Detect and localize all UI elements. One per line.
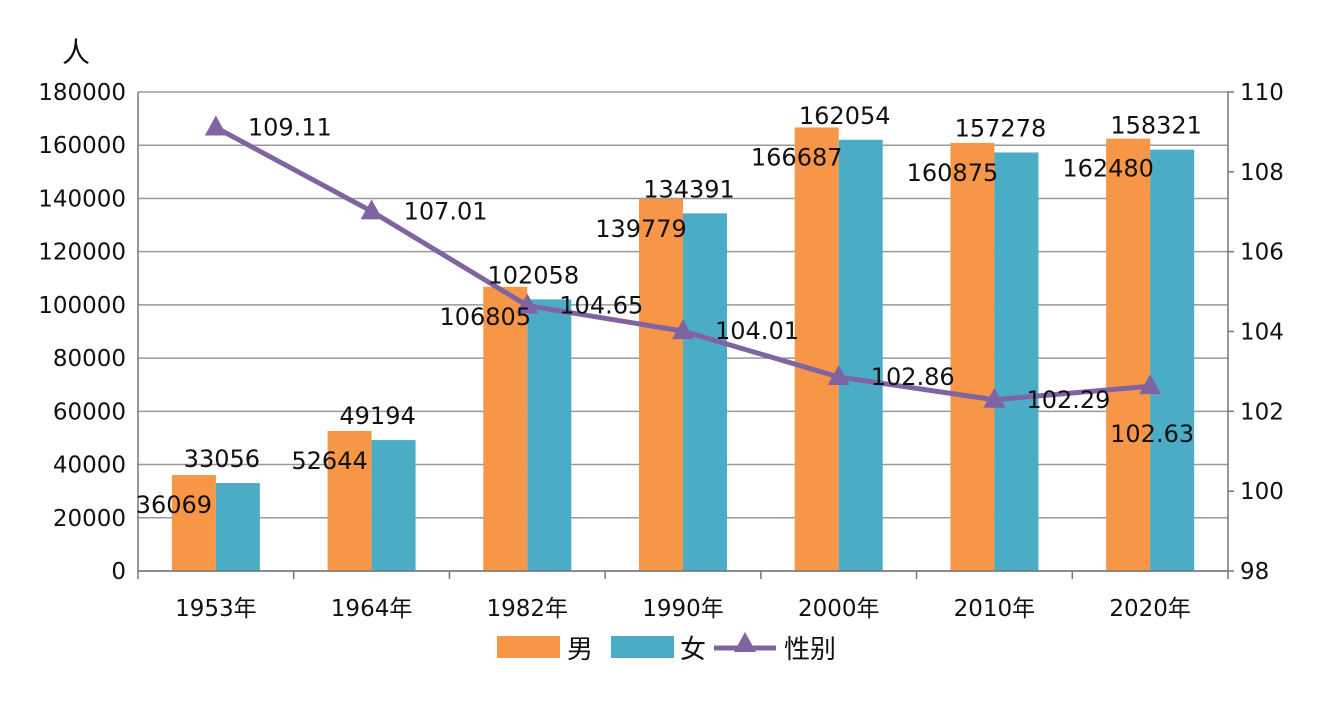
bar-male: [950, 142, 995, 572]
legend-label-sexratio: 性别: [784, 635, 836, 665]
y-left-tick-label: 0: [111, 559, 126, 585]
y-right-tick-label: 104: [1240, 320, 1284, 346]
data-label-sexratio: 109.11: [248, 114, 332, 142]
legend-label-male: 男: [567, 635, 593, 665]
y-right-tick-label: 98: [1240, 559, 1269, 585]
bar-male: [639, 199, 683, 572]
data-label-female: 49194: [339, 402, 415, 430]
bar-female: [683, 213, 727, 572]
x-tick-label: 2000年: [798, 596, 880, 622]
legend-label-female: 女: [680, 635, 706, 665]
data-label-sexratio: 104.01: [715, 317, 799, 345]
data-label-female: 33056: [184, 445, 260, 473]
data-label-male: 160875: [907, 159, 999, 187]
y-right-tick-label: 110: [1240, 80, 1284, 106]
x-tick-label: 2010年: [954, 596, 1036, 622]
x-tick-label: 1982年: [487, 596, 569, 622]
marker-sexratio: [983, 387, 1006, 408]
bar-male: [483, 286, 528, 571]
y-left-tick-label: 40000: [53, 453, 126, 479]
data-label-female: 162054: [799, 102, 891, 130]
bar-male: [327, 430, 372, 571]
y-right-tick-label: 100: [1240, 479, 1284, 505]
data-label-female: 134391: [643, 175, 735, 203]
bar-male: [1106, 138, 1151, 571]
line-series: [204, 115, 1162, 408]
y-left-tick-label: 20000: [53, 506, 126, 532]
bar-female: [527, 299, 572, 571]
bar-female: [1150, 149, 1195, 571]
bar-male: [171, 475, 216, 571]
legend-marker-sexratio: [734, 632, 756, 652]
data-label-male: 162480: [1062, 155, 1154, 183]
bar-female: [838, 139, 883, 572]
bar-female: [994, 152, 1039, 571]
marker-sexratio: [204, 115, 227, 136]
data-label-male: 52644: [291, 447, 367, 475]
y-right-tick-label: 102: [1240, 399, 1284, 425]
y-left-tick-label: 100000: [38, 293, 126, 319]
y-right-tick-label: 108: [1240, 160, 1284, 186]
legend: 男 女 性别: [497, 632, 836, 665]
y-left-tick-label: 80000: [53, 346, 126, 372]
data-label-female: 102058: [487, 261, 579, 289]
x-tick-label: 1964年: [331, 596, 413, 622]
data-label-sexratio: 102.86: [871, 363, 955, 391]
data-label-male: 166687: [751, 143, 843, 171]
bar-female: [371, 440, 416, 571]
y-left-tick-label: 160000: [38, 133, 126, 159]
data-label-sexratio: 107.01: [404, 197, 488, 225]
bar-female: [215, 483, 260, 571]
bar-male: [794, 127, 839, 572]
axes: 0 20000 40000 60000 80000 100000 120000 140000 1…: [38, 80, 1284, 622]
x-tick-label: 1990年: [642, 596, 724, 622]
data-label-female: 158321: [1110, 112, 1202, 140]
marker-sexratio: [1139, 374, 1162, 395]
data-label-male: 106805: [439, 303, 531, 331]
y-left-tick-label: 180000: [38, 80, 126, 106]
data-label-sexratio: 102.63: [1110, 420, 1194, 448]
y-right-tick-label: 106: [1240, 240, 1284, 266]
y-axis-unit-label: 人: [62, 36, 90, 69]
data-label-male: 36069: [136, 491, 212, 519]
data-label-male: 139779: [595, 215, 687, 243]
legend-swatch-female: [611, 636, 674, 658]
x-tick-label: 2020年: [1109, 596, 1191, 622]
data-label-sexratio: 104.65: [559, 292, 643, 320]
marker-sexratio: [360, 199, 383, 220]
marker-sexratio: [672, 319, 694, 340]
legend-swatch-male: [497, 636, 560, 658]
x-tick-label: 1953年: [175, 596, 257, 622]
data-label-sexratio: 102.29: [1026, 386, 1110, 414]
marker-sexratio: [827, 365, 850, 386]
y-left-tick-label: 60000: [53, 399, 126, 425]
y-left-tick-label: 140000: [38, 186, 126, 212]
y-left-tick-label: 120000: [38, 240, 126, 266]
data-label-female: 157278: [955, 114, 1047, 142]
marker-sexratio: [516, 293, 539, 314]
data-labels: 36069 33056 52644 49194 106805 102058 139779 13…: [136, 102, 1202, 519]
bar-series: [171, 127, 1195, 572]
